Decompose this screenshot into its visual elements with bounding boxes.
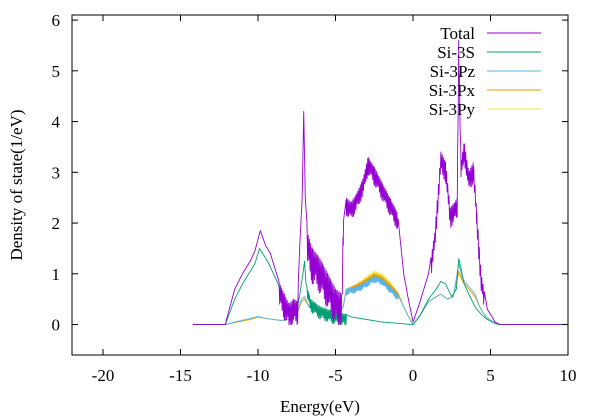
- x-tick-label: -5: [328, 366, 342, 385]
- legend-label-si-3py: Si-3Py: [429, 100, 476, 119]
- y-tick-label: 0: [52, 316, 61, 335]
- ticks-layer: -20 -15 -10 -5 0 5 10 0 1 2 3 4 5 6: [52, 11, 577, 385]
- legend-label-total: Total: [440, 24, 475, 43]
- x-tick-label: 5: [486, 366, 495, 385]
- x-tick-label: 10: [560, 366, 577, 385]
- x-tick-label: -15: [169, 366, 192, 385]
- y-tick-label: 2: [52, 214, 61, 233]
- x-tick-label: 0: [409, 366, 418, 385]
- y-axis-title: Density of state(1/eV): [7, 109, 26, 260]
- y-tick-label: 6: [52, 11, 61, 30]
- plot-frame: [71, 14, 569, 356]
- legend-label-si-3px: Si-3Px: [429, 81, 476, 100]
- y-tick-label: 1: [52, 265, 61, 284]
- x-tick-label: -10: [247, 366, 270, 385]
- series-line-total: [192, 39, 568, 325]
- legend-label-si-3pz: Si-3Pz: [430, 62, 476, 81]
- y-tick-label: 3: [52, 163, 61, 182]
- y-tick-label: 5: [52, 62, 61, 81]
- x-axis-title: Energy(eV): [280, 397, 360, 416]
- y-tick-label: 4: [52, 113, 61, 132]
- series-layer: [192, 39, 568, 325]
- x-tick-label: -20: [92, 366, 115, 385]
- legend-label-si-3s: Si-3S: [437, 43, 475, 62]
